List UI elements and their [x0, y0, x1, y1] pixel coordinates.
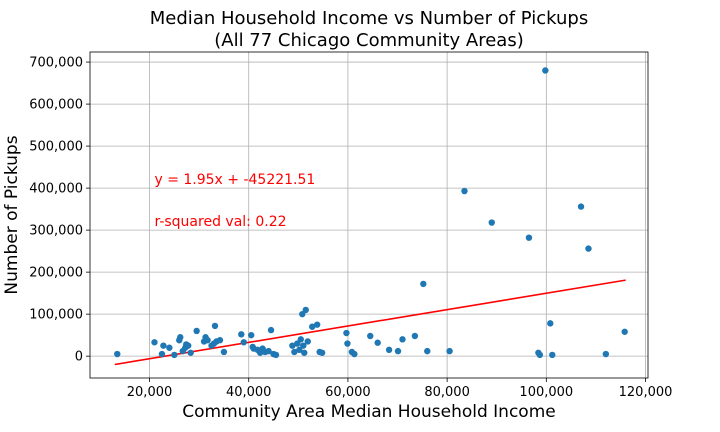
data-point: [461, 187, 468, 195]
x-axis-label: Community Area Median Household Income: [182, 402, 555, 422]
data-point: [343, 329, 350, 337]
data-point: [424, 347, 431, 355]
y-tick-label: 400,000: [29, 182, 83, 197]
data-point: [177, 334, 184, 341]
data-point: [525, 234, 533, 241]
data-point: [158, 350, 166, 358]
data-point: [267, 326, 275, 334]
data-point: [240, 339, 247, 346]
data-point: [385, 346, 393, 354]
data-point: [272, 351, 280, 359]
data-point: [399, 336, 406, 343]
data-point: [411, 332, 419, 340]
data-point: [446, 347, 453, 355]
x-tick-label: 80,000: [424, 385, 470, 400]
data-point: [296, 346, 303, 354]
data-point: [289, 342, 296, 349]
data-point: [211, 322, 219, 330]
data-point: [344, 340, 351, 347]
data-point: [204, 336, 211, 344]
chart-subtitle: (All 77 Chicago Community Areas): [214, 30, 523, 51]
data-point: [602, 350, 610, 358]
data-point: [374, 339, 381, 346]
data-point: [577, 203, 585, 210]
y-tick-label: 300,000: [29, 224, 83, 239]
data-point: [187, 349, 194, 356]
data-point: [300, 342, 307, 349]
y-tick-label: 100,000: [29, 308, 83, 323]
x-tick-label: 40,000: [226, 385, 272, 400]
data-point: [394, 347, 402, 355]
data-point: [297, 336, 304, 343]
y-tick-label: 0: [75, 350, 83, 365]
data-point: [248, 331, 255, 339]
y-axis-label: Number of Pickups: [2, 135, 22, 294]
data-point: [160, 342, 167, 349]
chart-title: Median Household Income vs Number of Pic…: [150, 8, 588, 29]
data-point: [351, 350, 358, 358]
y-tick-label: 700,000: [29, 56, 83, 71]
data-point: [216, 336, 224, 344]
data-point: [367, 332, 374, 340]
x-tick-label: 100,000: [519, 385, 573, 400]
plot-frame: [89, 51, 649, 379]
y-tick-label: 500,000: [29, 140, 83, 155]
data-point: [171, 351, 178, 359]
x-tick-label: 120,000: [619, 385, 673, 400]
data-point: [585, 245, 592, 252]
data-point: [549, 351, 556, 359]
data-point: [536, 351, 544, 359]
data-point: [547, 320, 554, 327]
fit-line-layer: [114, 279, 626, 366]
data-point: [621, 328, 628, 335]
data-point: [488, 219, 495, 226]
data-points: [114, 67, 628, 359]
data-point: [304, 338, 311, 345]
x-tick-label: 20,000: [127, 385, 173, 400]
x-tick-label: 60,000: [325, 385, 371, 400]
data-point: [291, 348, 298, 356]
grid-lines: [90, 52, 648, 378]
data-point: [318, 349, 326, 356]
axis-ticks: 20,000 40,000 60,000 80,000 100,000 120,000 0 1…: [29, 56, 672, 400]
data-point: [238, 331, 245, 338]
data-point: [309, 323, 316, 330]
regression-line: [114, 279, 626, 366]
data-point: [299, 310, 306, 318]
data-point: [114, 350, 121, 358]
y-tick-label: 200,000: [29, 266, 83, 281]
r-squared-annotation: r-squared val: 0.22: [154, 214, 286, 230]
data-point: [265, 347, 272, 355]
data-point: [313, 321, 321, 328]
data-point: [542, 67, 549, 74]
data-point: [151, 339, 158, 346]
data-point: [185, 342, 192, 349]
data-point: [166, 344, 173, 351]
data-point: [420, 280, 427, 288]
y-tick-label: 600,000: [29, 98, 83, 113]
data-point: [301, 349, 308, 356]
regression-equation-annotation: y = 1.95x + -45221.51: [154, 172, 315, 188]
data-point: [302, 306, 309, 314]
data-point: [193, 327, 200, 335]
data-point: [220, 348, 228, 356]
data-point: [294, 340, 301, 347]
